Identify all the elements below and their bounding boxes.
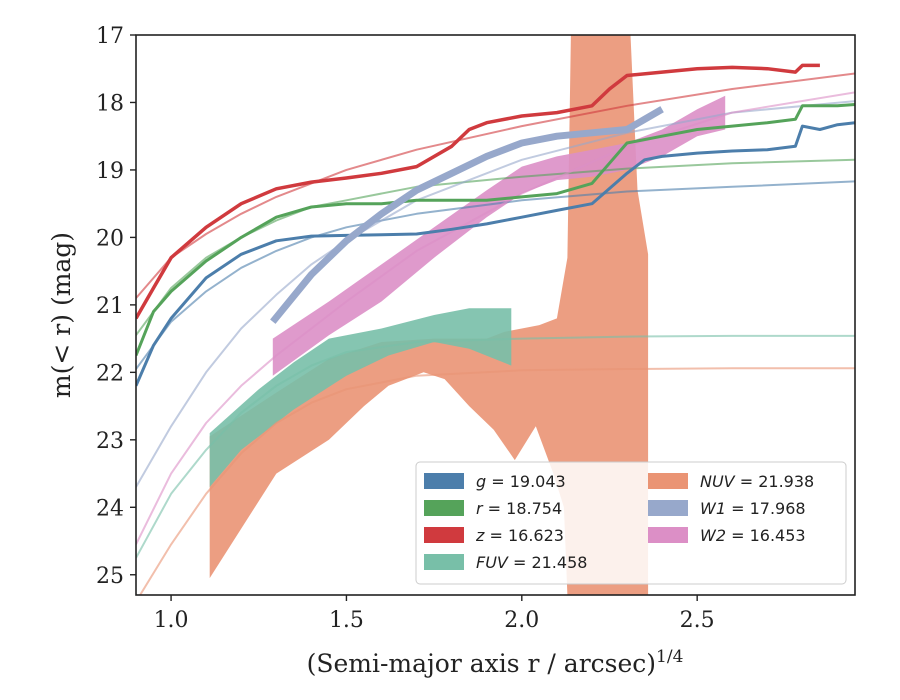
series-line-r-model: [136, 158, 855, 336]
series-line-g-model: [136, 180, 855, 370]
y-tick-label: 24: [96, 496, 124, 521]
series-line-fuv-model: [136, 334, 855, 559]
legend-swatch-w2: [648, 527, 688, 543]
x-axis-title: (Semi-major axis r / arcsec)1/4: [307, 647, 684, 678]
y-axis: 17 18 19 20 21 22 23 24 25: [96, 24, 136, 589]
series-line-r: [136, 103, 855, 357]
y-tick-label: 23: [96, 429, 124, 454]
legend-label-r: r = 18.754: [476, 499, 562, 518]
legend: g = 19.043 r = 18.754 z = 16.623 FUV = 21.4…: [415, 461, 847, 585]
y-tick-label: 21: [96, 294, 124, 319]
plot-frame: [135, 34, 856, 596]
y-tick-label: 19: [96, 159, 124, 184]
legend-swatch-nuv: [648, 473, 688, 489]
y-axis-title: m(< r) (mag): [47, 232, 76, 398]
series-line-w1: [270, 106, 664, 324]
legend-label-g: g = 19.043: [476, 472, 566, 491]
legend-swatch-r: [424, 500, 464, 516]
y-tick-label: 20: [96, 226, 124, 251]
x-axis: 1.0 1.5 2.0 2.5: [154, 595, 715, 633]
y-tick-label: 17: [96, 24, 124, 49]
series-line-z: [136, 63, 820, 320]
x-tick-label: 2.0: [504, 608, 539, 633]
x-tick-label: 2.5: [680, 608, 715, 633]
legend-swatch-g: [424, 473, 464, 489]
series-line-z-model: [136, 72, 855, 299]
y-tick-label: 22: [96, 361, 124, 386]
series-line-w1-model: [136, 100, 855, 488]
x-axis-title-text: (Semi-major axis r / arcsec): [307, 649, 656, 678]
legend-swatch-z: [424, 527, 464, 543]
legend-label-z: z = 16.623: [475, 526, 564, 545]
legend-label-fuv: FUV = 21.458: [476, 553, 587, 572]
x-axis-title-superscript: 1/4: [656, 647, 683, 667]
series-line-nuv-model: [138, 367, 855, 595]
legend-label-w2: W2 = 16.453: [700, 526, 806, 545]
y-tick-label: 18: [96, 91, 124, 116]
band-fuv: [209, 308, 512, 487]
series-line-g: [136, 121, 855, 387]
legend-label-w1: W1 = 17.968: [700, 499, 806, 518]
x-tick-label: 1.0: [154, 608, 189, 633]
band-w2: [272, 95, 726, 376]
legend-swatch-w1: [648, 500, 688, 516]
y-tick-label: 25: [96, 564, 124, 589]
legend-label-nuv: NUV = 21.938: [700, 472, 814, 491]
legend-box: [415, 461, 847, 585]
legend-swatch-fuv: [424, 554, 464, 570]
x-tick-label: 1.5: [329, 608, 364, 633]
